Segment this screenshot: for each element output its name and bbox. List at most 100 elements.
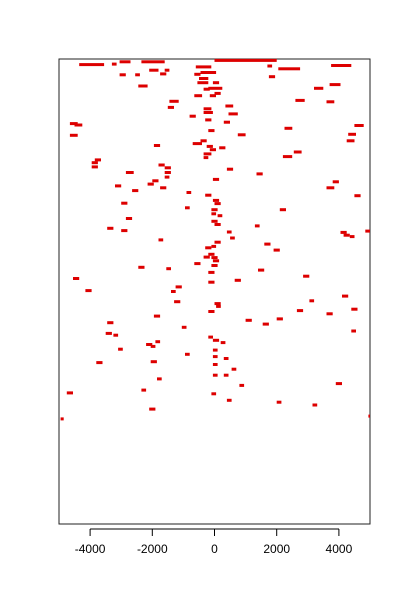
segment-mark-129 [326, 312, 333, 316]
segment-mark-150 [223, 357, 229, 360]
segment-mark-126 [216, 304, 221, 308]
segment-mark-35 [228, 112, 238, 116]
segment-mark-52 [209, 148, 216, 152]
segment-mark-135 [262, 322, 269, 326]
segment-mark-154 [231, 367, 237, 371]
segment-mark-6 [278, 67, 301, 71]
segment-mark-61 [91, 165, 98, 169]
segment-mark-158 [239, 383, 245, 387]
segment-mark-47 [200, 139, 207, 143]
segment-mark-111 [138, 265, 145, 269]
segment-mark-49 [192, 142, 202, 146]
segment-mark-105 [208, 252, 215, 256]
segment-mark-80 [214, 202, 221, 206]
segment-mark-65 [125, 171, 134, 174]
segment-mark-159 [335, 382, 342, 386]
segment-mark-140 [208, 335, 213, 339]
segment-mark-19 [197, 81, 209, 85]
segment-mark-149 [212, 355, 218, 359]
segment-mark-146 [118, 347, 123, 351]
segment-mark-132 [276, 317, 283, 321]
segment-mark-39 [205, 118, 212, 122]
segment-mark-2 [119, 60, 131, 64]
segment-mark-41 [284, 126, 293, 130]
segment-mark-18 [199, 77, 209, 80]
segment-mark-148 [185, 352, 190, 356]
segment-mark-90 [254, 224, 260, 228]
segment-mark-121 [171, 290, 176, 293]
x-tick-label: 4000 [326, 542, 353, 556]
segment-mark-83 [211, 208, 218, 212]
segment-mark-43 [69, 133, 78, 137]
segment-mark-67 [164, 175, 170, 179]
segment-mark-155 [223, 373, 229, 377]
segment-mark-161 [66, 391, 73, 395]
segment-mark-145 [150, 344, 156, 348]
segment-mark-106 [211, 256, 218, 260]
segment-mark-75 [132, 189, 139, 193]
segment-mark-16 [268, 75, 276, 79]
segment-mark-11 [200, 71, 217, 74]
segment-mark-28 [295, 98, 305, 102]
segment-mark-79 [212, 198, 220, 202]
segment-mark-46 [348, 132, 356, 136]
segment-mark-78 [354, 194, 361, 198]
segment-mark-50 [153, 144, 161, 147]
segment-mark-9 [164, 68, 170, 72]
segment-mark-101 [211, 244, 217, 248]
segment-mark-142 [155, 340, 161, 344]
segment-mark-40 [223, 120, 230, 124]
x-tick-label: 2000 [263, 542, 290, 556]
segment-mark-98 [230, 236, 235, 240]
x-ticks: -4000 -2000 0 2000 4000 [75, 529, 353, 556]
segment-mark-20 [212, 81, 220, 85]
segment-mark-36 [189, 114, 196, 118]
segment-mark-160 [141, 388, 147, 392]
segment-mark-144 [220, 341, 226, 345]
segment-mark-156 [157, 377, 162, 381]
segment-mark-66 [256, 172, 263, 176]
segment-mark-27 [209, 94, 216, 98]
segment-mark-33 [203, 107, 212, 111]
segment-mark-151 [150, 360, 157, 364]
segment-mark-166 [149, 407, 156, 411]
segment-mark-104 [273, 248, 280, 252]
segment-mark-4 [111, 62, 117, 66]
segment-mark-114 [208, 270, 215, 274]
segment-mark-123 [174, 300, 181, 304]
segment-mark-134 [107, 321, 114, 325]
segment-mark-127 [296, 309, 304, 313]
segment-mark-74 [160, 186, 167, 190]
segment-mark-122 [309, 299, 315, 303]
segment-mark-138 [351, 329, 356, 333]
segment-mark-92 [340, 230, 347, 234]
segment-mark-136 [181, 325, 187, 329]
x-tick-label: -2000 [137, 542, 168, 556]
segment-mark-130 [351, 307, 358, 311]
segment-mark-56 [203, 156, 209, 160]
segment-mark-68 [212, 177, 220, 181]
segment-mark-100 [214, 240, 221, 244]
segment-mark-91 [107, 226, 114, 230]
segment-mark-95 [343, 233, 350, 237]
segment-mark-3 [141, 60, 165, 64]
segment-mark-54 [293, 150, 302, 154]
segment-mark-124 [342, 294, 349, 298]
segment-mark-119 [175, 285, 182, 289]
segment-mark-139 [113, 333, 119, 337]
segment-mark-13 [135, 73, 140, 77]
x-tick-label: 0 [211, 542, 218, 556]
segment-mark-58 [94, 158, 101, 162]
segment-mark-25 [214, 91, 221, 95]
segment-mark-32 [225, 104, 234, 108]
segment-mark-131 [153, 314, 161, 318]
segment-mark-55 [203, 152, 212, 156]
segment-mark-97 [349, 235, 355, 239]
segment-mark-94 [121, 229, 128, 233]
segment-mark-137 [105, 331, 112, 335]
segment-mark-60 [158, 163, 165, 167]
segment-mark-152 [212, 363, 218, 366]
x-axis: -4000 -2000 0 2000 4000 [75, 528, 353, 556]
segment-mark-76 [186, 191, 192, 194]
